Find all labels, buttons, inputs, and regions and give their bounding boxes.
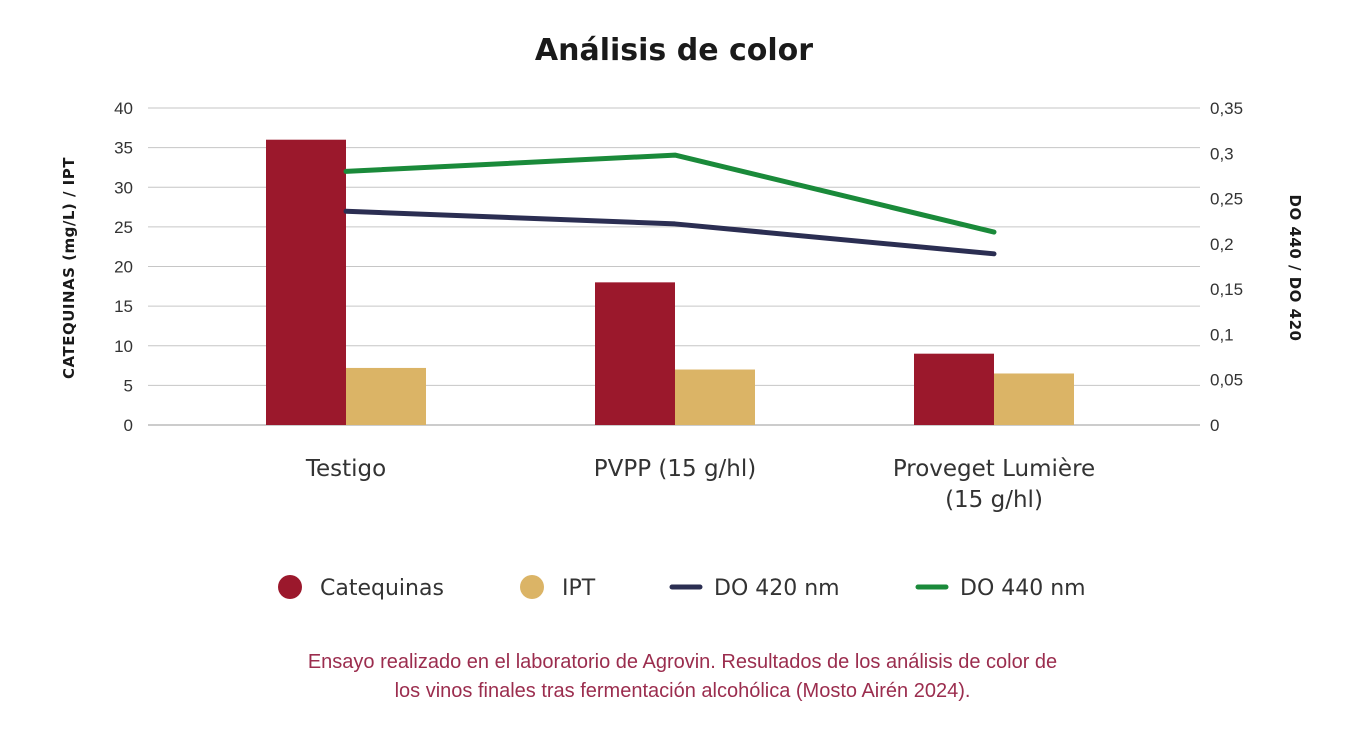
bars bbox=[266, 139, 1074, 425]
y-tick-left: 0 bbox=[124, 416, 133, 435]
bar-catequinas bbox=[595, 282, 675, 425]
y-tick-left: 5 bbox=[124, 376, 133, 395]
y-tick-right: 0,25 bbox=[1210, 190, 1243, 209]
y-tick-right: 0,05 bbox=[1210, 371, 1243, 390]
bar-catequinas bbox=[266, 139, 346, 425]
bar-ipt bbox=[675, 369, 755, 425]
y-tick-left: 20 bbox=[114, 258, 133, 277]
footnote-line-2: los vinos finales tras fermentación alco… bbox=[394, 680, 971, 702]
category-label: Testigo bbox=[305, 456, 386, 482]
legend-marker bbox=[278, 575, 302, 599]
y-tick-right: 0,2 bbox=[1210, 235, 1234, 254]
bar-catequinas bbox=[914, 353, 994, 425]
y-tick-left: 35 bbox=[114, 139, 133, 158]
y-tick-right: 0 bbox=[1210, 416, 1219, 435]
y-axis-left-title: CATEQUINAS (mg/L) / IPT bbox=[60, 157, 78, 379]
category-label: PVPP (15 g/hl) bbox=[594, 456, 757, 482]
y-tick-right: 0,35 bbox=[1210, 99, 1243, 118]
y-tick-left: 25 bbox=[114, 218, 133, 237]
legend-label: DO 440 nm bbox=[960, 576, 1086, 601]
y-tick-left: 30 bbox=[114, 178, 133, 197]
line-do-420-nm bbox=[343, 208, 997, 257]
category-label: (15 g/hl) bbox=[945, 487, 1043, 513]
ticks: 0 5 10 15 20 25 30 35 40 0 0,05 0,1 0,15 0,2 0,25 0,3 0,… bbox=[114, 99, 1243, 435]
y-tick-left: 10 bbox=[114, 337, 133, 356]
footnote: Ensayo realizado en el laboratorio de Ag… bbox=[0, 648, 1365, 706]
chart-title: Análisis de color bbox=[535, 33, 813, 68]
y-axis-right-title: DO 440 / DO 420 bbox=[1286, 195, 1304, 342]
y-tick-right: 0,15 bbox=[1210, 280, 1243, 299]
category-labels: Testigo PVPP (15 g/hl) Proveget Lumière (15… bbox=[305, 456, 1095, 513]
legend: Catequinas IPT DO 420 nm DO 440 nm bbox=[278, 575, 1086, 601]
y-tick-right: 0,1 bbox=[1210, 325, 1234, 344]
y-tick-left: 40 bbox=[114, 99, 133, 118]
legend-label: IPT bbox=[562, 576, 596, 601]
bar-ipt bbox=[994, 373, 1074, 425]
line-do-440-nm bbox=[343, 152, 997, 235]
legend-marker bbox=[520, 575, 544, 599]
y-tick-left: 15 bbox=[114, 297, 133, 316]
legend-label: Catequinas bbox=[320, 576, 444, 601]
y-tick-right: 0,3 bbox=[1210, 144, 1234, 163]
footnote-line-1: Ensayo realizado en el laboratorio de Ag… bbox=[307, 651, 1058, 673]
lines bbox=[343, 152, 997, 257]
bar-ipt bbox=[346, 367, 426, 425]
legend-label: DO 420 nm bbox=[714, 576, 840, 601]
category-label: Proveget Lumière bbox=[893, 456, 1095, 482]
